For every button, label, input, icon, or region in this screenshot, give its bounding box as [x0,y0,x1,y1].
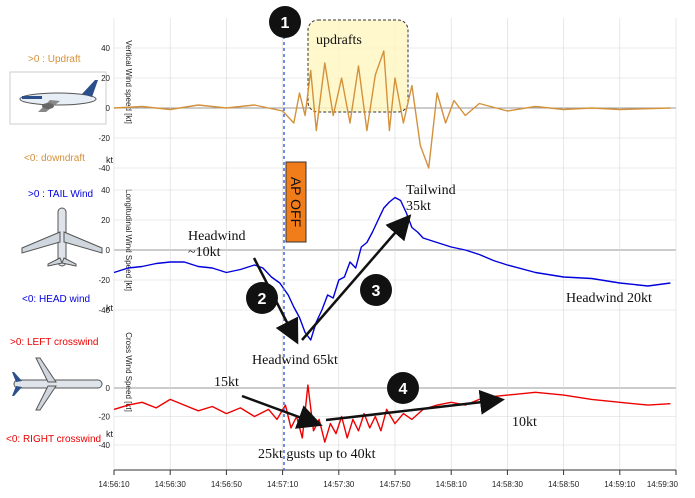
vertical-unit: kt [106,155,114,165]
arrow-cross-decrease [325,389,505,422]
y-tick-panel1-0: 40 [101,186,110,195]
updraft-label: >0 : Updraft [28,54,81,65]
y-tick-panel1-3: -20 [98,276,110,285]
longitudinal-axis-label: Longitudinal Wind Speed [kt] [124,189,133,291]
x-tick-label-6: 14:58:10 [436,480,468,489]
marker-2: 2 [246,282,278,314]
marker-1-label: 1 [281,15,290,32]
y-tick-panel0-2: 0 [106,104,111,113]
x-tick-label-9: 14:59:10 [604,480,636,489]
y-tick-panel1-4: -40 [98,306,110,315]
x-tick-label-0: 14:56:10 [98,480,130,489]
ap-off-label: AP OFF [288,177,304,227]
marker-4-label: 4 [399,381,408,398]
headwind-20-label: Headwind 20kt [566,291,652,306]
y-tick-panel0-4: -40 [98,164,110,173]
y-tick-panel2-1: -20 [98,413,110,422]
marker-2-label: 2 [258,291,267,308]
tailwind-35-label: Tailwind 35kt [406,183,456,214]
y-tick-panel0-1: 20 [101,74,110,83]
y-tick-labels: 40 20 0 -20 -40 40 20 0 -20 -40 0 -20 -40 [98,44,110,450]
x-tick-label-1: 14:56:30 [155,480,187,489]
panel-longitudinal-labels: >0 : TAIL Wind <0: HEAD wind [18,189,106,305]
x-tick-label-5: 14:57:50 [379,480,411,489]
marker-1: 1 [269,6,301,38]
cross-axis-label: Cross Wind Speed [kt] [124,332,133,412]
y-tick-panel0-0: 40 [101,44,110,53]
x-tick-label-8: 14:58:50 [548,480,580,489]
x-tick-label-3: 14:57:10 [267,480,299,489]
cross-10-label: 10kt [512,415,537,430]
tailwind-label: >0 : TAIL Wind [28,189,93,200]
x-tick-labels: 14:56:10 14:56:30 14:56:50 14:57:10 14:57:30… [98,469,679,489]
marker-3-label: 3 [372,283,381,300]
headwind-10-label: Headwind ~10kt [188,229,246,260]
x-tick-label-10: 14:59:30 [647,480,679,489]
marker-3: 3 [360,274,392,306]
y-tick-panel1-1: 20 [101,216,110,225]
marker-4: 4 [387,372,419,404]
y-tick-panel0-3: -20 [98,134,110,143]
panel-cross-labels: >0: LEFT crosswind <0: RIGHT crosswind [6,337,106,445]
downdraft-label: <0: downdraft [24,153,85,164]
longitudinal-unit: kt [106,303,114,313]
headwind-65-label: Headwind 65kt [252,353,338,368]
ap-off-box [285,161,307,243]
right-crosswind-label: <0: RIGHT crosswind [6,434,101,445]
series-line-panel0-0 [113,50,671,169]
headwind-label: <0: HEAD wind [22,294,90,305]
x-tick-label-2: 14:56:50 [211,480,243,489]
series-line-panel1-0 [113,196,671,341]
vertical-axis-label: Vertical Wind speed [kt] [124,40,133,124]
y-tick-panel1-2: 0 [106,246,111,255]
cross-15-label: 15kt [214,375,239,390]
updrafts-label: updrafts [316,33,362,48]
panel-vertical-labels: >0 : Updraft <0: downdraft [9,54,107,164]
cross-unit: kt [106,429,114,439]
airplane-top-icon [18,206,106,270]
airplane-side-icon [9,71,107,125]
arrow-cross-increase [241,394,323,429]
y-tick-panel2-2: -40 [98,441,110,450]
x-tick-label-4: 14:57:30 [323,480,355,489]
x-tick-label-7: 14:58:30 [492,480,524,489]
y-tick-panel2-0: 0 [106,384,111,393]
arrow-tailwind-increase [301,214,412,341]
airplane-top-icon [8,355,106,415]
left-crosswind-label: >0: LEFT crosswind [10,337,98,348]
gusts-label: 25kt gusts up to 40kt [258,447,376,462]
